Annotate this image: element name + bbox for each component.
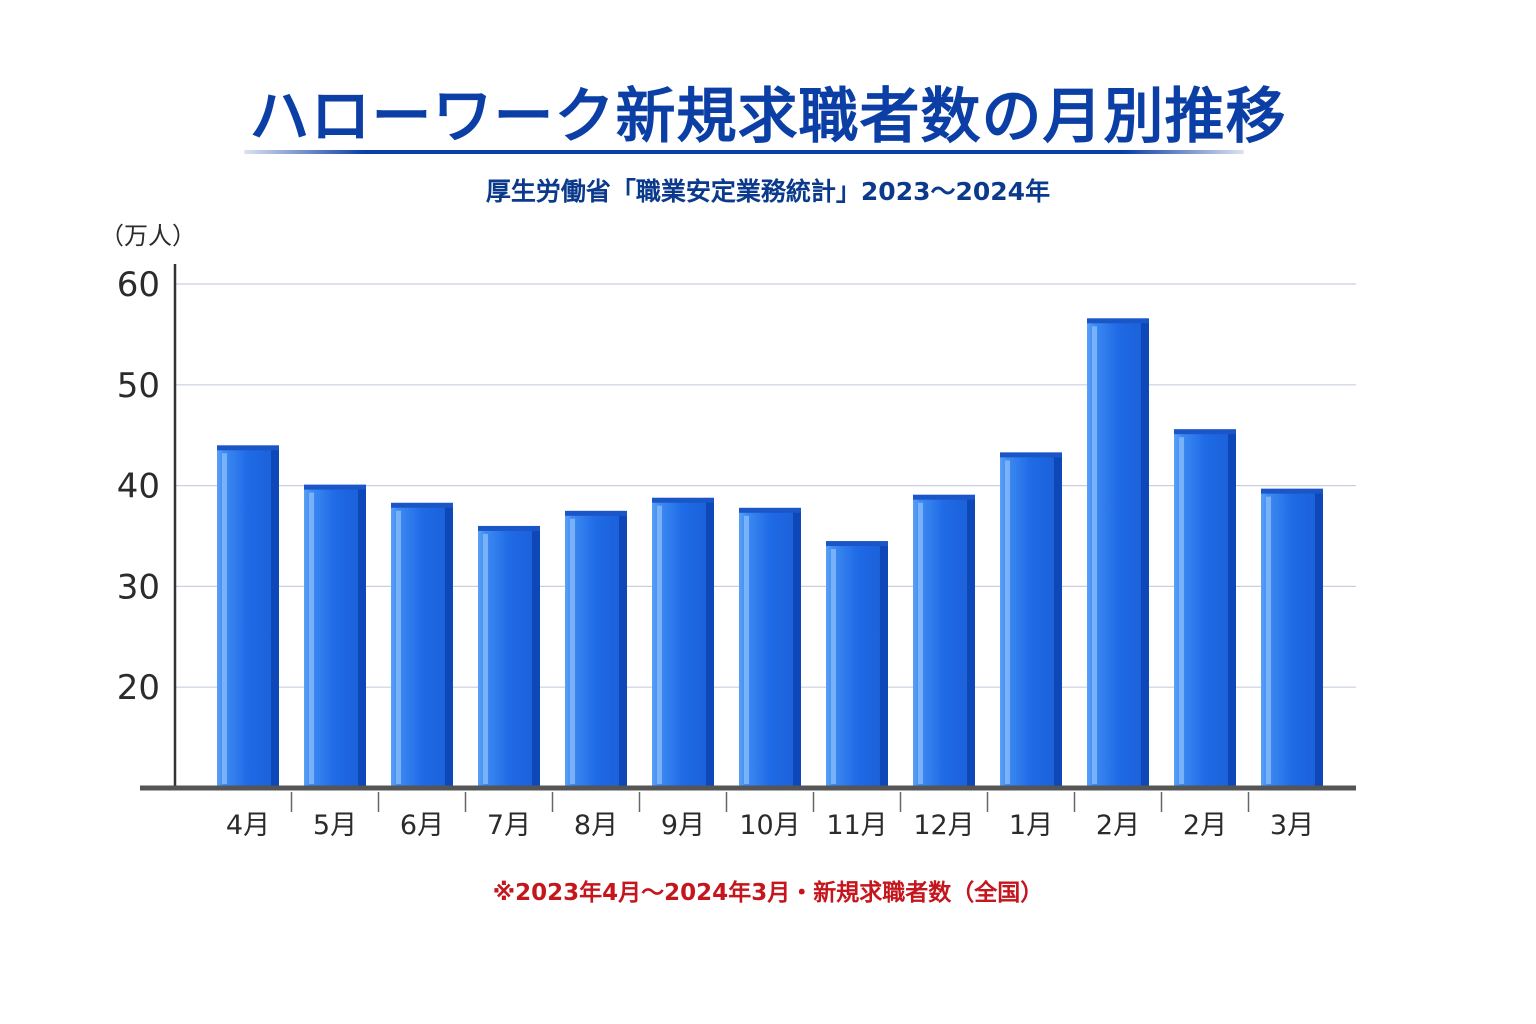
bar-body — [1174, 431, 1236, 788]
bar-side — [445, 506, 453, 788]
bar — [652, 497, 714, 788]
bar-highlight — [396, 510, 401, 784]
bar — [1261, 488, 1323, 788]
bar-highlight — [1092, 326, 1097, 784]
bar-highlight — [309, 492, 314, 784]
bar-body — [1261, 490, 1323, 788]
bar-cap — [826, 541, 888, 547]
bar-side — [1228, 433, 1236, 788]
bar — [391, 502, 453, 788]
y-tick-label: 50 — [117, 366, 160, 406]
bar-body — [565, 512, 627, 788]
bar-body — [913, 496, 975, 788]
x-tick-label: 12月 — [913, 810, 974, 841]
bar-body — [304, 486, 366, 788]
bar-side — [532, 529, 540, 788]
title-underline — [244, 150, 1244, 154]
bar-side — [1054, 456, 1062, 788]
bar-cap — [913, 494, 975, 500]
bar-body — [826, 543, 888, 788]
bar-side — [271, 449, 279, 788]
bar — [1000, 452, 1062, 788]
x-tick-label: 2月 — [1096, 810, 1140, 841]
x-tick-label: 10月 — [739, 810, 800, 841]
bar-highlight — [657, 505, 662, 784]
x-tick-label: 8月 — [574, 810, 618, 841]
bar-body — [1087, 320, 1149, 788]
bar-side — [967, 498, 975, 788]
y-tick-label: 30 — [117, 567, 160, 607]
bar-highlight — [1179, 437, 1184, 784]
bar — [478, 525, 540, 788]
bar-side — [1141, 322, 1149, 788]
x-tick-label: 3月 — [1270, 810, 1314, 841]
axes: 20 30 40 50 60 （万人） 4月 5月 6月 7月 8月 9月 10月 11月 12月 1月 2月 2… — [100, 222, 1356, 841]
bar-cap — [565, 510, 627, 516]
x-tick-label: 7月 — [487, 810, 531, 841]
bar-body — [739, 509, 801, 788]
bar-highlight — [744, 515, 749, 784]
bar — [304, 484, 366, 788]
bar — [913, 494, 975, 788]
bar-cap — [1174, 429, 1236, 435]
x-tick-label: 6月 — [400, 810, 444, 841]
bar-body — [391, 504, 453, 788]
bar-cap — [739, 507, 801, 513]
bar-side — [1315, 492, 1323, 788]
bar-cap — [1261, 488, 1323, 494]
chart-title: ハローワーク新規求職者数の月別推移 — [249, 82, 1287, 152]
bar — [739, 507, 801, 788]
bar-cap — [391, 502, 453, 508]
bar-cap — [1087, 318, 1149, 324]
bar-cap — [217, 445, 279, 451]
bar — [217, 445, 279, 788]
bar-side — [619, 514, 627, 788]
bars — [217, 318, 1323, 788]
footnote: ※2023年4月〜2024年3月・新規求職者数（全国） — [492, 880, 1044, 906]
bar-cap — [478, 525, 540, 531]
bar-side — [358, 488, 366, 788]
chart-subtitle: 厚生労働省「職業安定業務統計」2023〜2024年 — [485, 177, 1051, 206]
bar-highlight — [483, 533, 488, 784]
bar-cap — [304, 484, 366, 490]
bar-cap — [652, 497, 714, 503]
y-tick-label: 40 — [117, 467, 160, 507]
bar — [1174, 429, 1236, 788]
bar-body — [652, 499, 714, 788]
bar-highlight — [1005, 460, 1010, 784]
bar-body — [478, 527, 540, 788]
bar — [826, 541, 888, 788]
x-tick-label: 5月 — [313, 810, 357, 841]
y-tick-label: 20 — [117, 668, 160, 708]
bar-body — [1000, 454, 1062, 788]
y-axis-label: （万人） — [100, 222, 196, 250]
bar-highlight — [831, 549, 836, 784]
bar-body — [217, 447, 279, 788]
bar-side — [706, 501, 714, 788]
bar-highlight — [918, 502, 923, 784]
x-tick-label: 1月 — [1009, 810, 1053, 841]
bar-side — [793, 511, 801, 788]
bar — [565, 510, 627, 788]
x-tick-label: 4月 — [226, 810, 270, 841]
x-tick-label: 2月 — [1183, 810, 1227, 841]
bar-cap — [1000, 452, 1062, 458]
x-tick-label: 11月 — [826, 810, 887, 841]
x-tick-label: 9月 — [661, 810, 705, 841]
bar-highlight — [1266, 496, 1271, 784]
bar-highlight — [222, 453, 227, 784]
bar — [1087, 318, 1149, 788]
y-tick-label: 60 — [117, 265, 160, 305]
bar-side — [880, 545, 888, 788]
bar-highlight — [570, 518, 575, 784]
